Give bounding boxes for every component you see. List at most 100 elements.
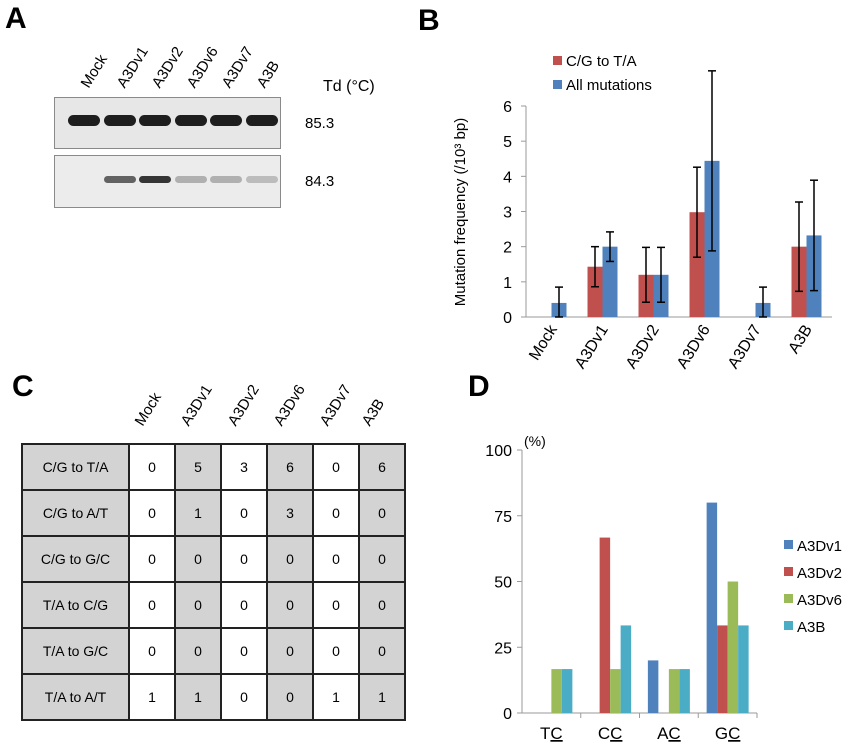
legend-label: All mutations [566, 77, 652, 94]
column-header: Mock [131, 389, 165, 429]
legend-swatch [784, 621, 793, 630]
row-header: T/A to A/T [21, 673, 130, 721]
lane-label: A3Dv1 [113, 43, 152, 91]
table-cell: 3 [220, 443, 268, 491]
legend-swatch [784, 567, 793, 576]
td-value-top: 85.3 [305, 115, 335, 132]
table-cell: 0 [312, 627, 360, 675]
x-tick-label: A3Dv1 [572, 322, 612, 370]
table-cell: 0 [220, 627, 268, 675]
bar-c-g-to-t-a [587, 266, 603, 317]
table-row: C/G to T/A 0 5 3 6 0 6 [21, 443, 406, 491]
bar-a3b [738, 625, 749, 713]
bar-a3dv2 [717, 625, 728, 713]
bar-all-mutations [602, 246, 618, 317]
table-cell: 0 [358, 581, 406, 629]
table-cell: 5 [174, 443, 222, 491]
table-cell: 0 [266, 535, 314, 583]
x-tick-label: TC [540, 724, 563, 743]
gel-band [210, 176, 242, 183]
gel-band [139, 115, 171, 126]
bar-a3dv1 [647, 660, 659, 713]
column-header: A3Dv2 [224, 381, 263, 429]
y-tick-label: 0 [503, 310, 512, 327]
panel-letter-a: A [5, 2, 27, 35]
legend-label: A3B [797, 619, 825, 636]
table-cell: 0 [358, 627, 406, 675]
table-cell: 0 [220, 673, 268, 721]
lane-label: A3Dv2 [148, 43, 187, 91]
td-value-bottom: 84.3 [305, 173, 335, 190]
y-tick-label: 6 [503, 99, 512, 116]
lane-label: A3Dv7 [218, 43, 257, 91]
gel-band [174, 176, 207, 183]
gel-band [103, 176, 136, 183]
panel-letter-b: B [418, 4, 440, 37]
y-tick-label: 3 [503, 205, 512, 222]
lane-label: A3B [253, 57, 284, 91]
bar-a3dv6 [551, 669, 562, 713]
table-cell: 6 [358, 443, 406, 491]
table-cell: 1 [174, 673, 222, 721]
table-cell: 0 [312, 489, 360, 537]
table-cell: 0 [128, 627, 176, 675]
table-cell: 0 [128, 489, 176, 537]
gel-image-bottom [54, 155, 281, 208]
y-axis-label: Mutation frequency (/10³ bp) [452, 118, 469, 306]
bar-a3dv6 [610, 669, 621, 713]
x-tick-label: A3Dv7 [725, 322, 765, 370]
table-cell: 0 [174, 581, 222, 629]
legend-swatch [784, 540, 793, 549]
gel-band [68, 115, 100, 126]
row-header: C/G to T/A [21, 443, 130, 491]
bar-a3b [561, 669, 573, 713]
legend-swatch [553, 56, 562, 65]
bar-a3b [620, 625, 632, 713]
mutation-table: C/G to T/A 0 5 3 6 0 6 C/G to A/T 0 1 0 3 0 0 C/G to G… [21, 443, 406, 721]
x-tick-label: A3Dv2 [623, 322, 663, 370]
bar-a3dv1 [706, 502, 718, 713]
y-tick-label: 75 [494, 509, 512, 526]
column-header: A3Dv7 [316, 381, 355, 429]
gel-band [210, 115, 242, 126]
table-row: T/A to A/T 1 1 0 0 1 1 [21, 673, 406, 721]
y-tick-label: 5 [503, 134, 512, 151]
bar-a3dv6 [727, 581, 739, 713]
table-cell: 0 [128, 443, 176, 491]
table-cell: 0 [128, 535, 176, 583]
legend-swatch [553, 80, 562, 89]
table-cell: 0 [358, 535, 406, 583]
table-cell: 0 [266, 627, 314, 675]
column-header: A3B [358, 395, 389, 429]
legend-label: A3Dv2 [797, 565, 842, 582]
table-cell: 1 [128, 673, 176, 721]
table-cell: 1 [174, 489, 222, 537]
y-tick-label: 1 [503, 275, 512, 292]
panel-letter-c: C [12, 370, 34, 403]
lane-label: Mock [77, 51, 111, 91]
sequence-context-chart: 0 25 50 75 100 (%) TC CC AC GC A3Dv1 A3Dv2 A3Dv6 A3B [485, 433, 842, 743]
legend-label: A3Dv1 [797, 538, 842, 555]
gel-band [139, 176, 171, 183]
y-tick-label: 50 [494, 575, 512, 592]
table-cell: 3 [266, 489, 314, 537]
x-tick-label: A3Dv6 [674, 322, 714, 370]
bar-a3dv6 [668, 669, 680, 713]
table-cell: 0 [220, 581, 268, 629]
legend-label: A3Dv6 [797, 592, 842, 609]
y-tick-label: 0 [503, 706, 512, 723]
x-tick-label: GC [715, 724, 741, 743]
table-cell: 0 [174, 535, 222, 583]
table-cell: 1 [358, 673, 406, 721]
table-cell: 0 [174, 627, 222, 675]
table-cell: 1 [312, 673, 360, 721]
column-header: A3Dv1 [177, 381, 216, 429]
bar-a3b [679, 669, 690, 713]
table-cell: 0 [312, 581, 360, 629]
table-cell: 0 [128, 581, 176, 629]
mutation-frequency-chart: 0 1 2 3 4 5 6 Mutation frequency (/10³ bp) Mock A… [452, 53, 832, 370]
y-tick-label: 4 [503, 169, 512, 186]
gel-band [174, 115, 207, 126]
row-header: C/G to G/C [21, 535, 130, 583]
row-header: T/A to G/C [21, 627, 130, 675]
